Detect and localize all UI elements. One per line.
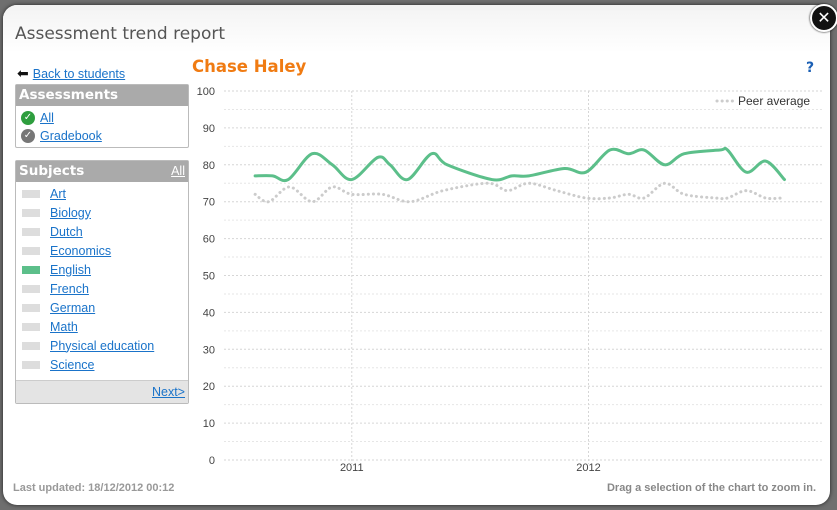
subject-item[interactable]: German xyxy=(16,298,188,317)
series-color-swatch xyxy=(22,360,40,369)
subject-label[interactable]: Art xyxy=(50,186,66,201)
subject-item[interactable]: Biology xyxy=(16,203,188,222)
student-name: Chase Haley xyxy=(192,57,307,76)
dialog-header xyxy=(3,5,830,53)
x-tick-label: 2011 xyxy=(340,462,364,474)
assessment-item-all[interactable]: ✓ All xyxy=(16,109,188,127)
subject-label[interactable]: Physical education xyxy=(50,338,155,353)
y-tick-label: 100 xyxy=(197,86,215,98)
subject-item[interactable]: French xyxy=(16,279,188,298)
series-color-swatch xyxy=(22,322,40,331)
subject-item[interactable]: Science xyxy=(16,355,188,374)
series-line-0 xyxy=(253,146,786,183)
zoom-hint: Drag a selection of the chart to zoom in… xyxy=(606,482,816,494)
subjects-panel: Subjects All Art Biology Dutch Economics Eng… xyxy=(15,160,189,404)
subject-item[interactable]: Economics xyxy=(16,241,188,260)
y-tick-label: 90 xyxy=(203,123,215,135)
subjects-title: Subjects xyxy=(19,163,85,179)
subject-list: Art Biology Dutch Economics English French Ger… xyxy=(16,182,188,380)
check-circle-icon: ✓ xyxy=(21,129,35,143)
back-label[interactable]: Back to students xyxy=(32,67,126,81)
subject-label[interactable]: Math xyxy=(50,319,78,334)
subjects-header: Subjects All xyxy=(16,161,188,182)
y-tick-label: 0 xyxy=(209,455,215,467)
assessments-header: Assessments xyxy=(16,85,188,106)
subjects-all-link[interactable]: All xyxy=(171,164,185,178)
y-tick-label: 20 xyxy=(203,381,215,393)
series-color-swatch xyxy=(22,341,40,350)
series-color-swatch xyxy=(22,189,40,198)
legend-label: Peer average xyxy=(738,94,810,108)
report-dialog: Assessment trend report ⬅ Back to student… xyxy=(3,5,830,505)
subject-label[interactable]: French xyxy=(50,281,89,296)
subject-label[interactable]: Economics xyxy=(50,243,112,258)
subject-label[interactable]: Dutch xyxy=(50,224,83,239)
subject-item[interactable]: Physical education xyxy=(16,336,188,355)
assessments-panel: Assessments ✓ All ✓ Gradebook xyxy=(15,84,189,148)
check-circle-icon: ✓ xyxy=(21,111,35,125)
y-tick-label: 10 xyxy=(203,418,215,430)
series-color-swatch xyxy=(22,227,40,236)
assessment-item-gradebook[interactable]: ✓ Gradebook xyxy=(16,127,188,145)
subject-item[interactable]: English xyxy=(16,260,188,279)
close-icon[interactable]: ✕ xyxy=(810,4,837,32)
subject-label[interactable]: Science xyxy=(50,357,95,372)
dialog-title: Assessment trend report xyxy=(15,24,226,44)
arrow-left-icon: ⬅ xyxy=(17,66,29,82)
assessment-label[interactable]: All xyxy=(40,111,54,125)
last-updated: Last updated: 18/12/2012 00:12 xyxy=(13,482,175,494)
subject-label[interactable]: Biology xyxy=(50,205,91,220)
x-tick-label: 2012 xyxy=(576,462,600,474)
y-tick-label: 70 xyxy=(203,197,215,209)
subject-label[interactable]: German xyxy=(50,300,96,315)
series-color-swatch xyxy=(22,265,40,274)
subject-item[interactable]: Art xyxy=(16,184,188,203)
subject-item[interactable]: Math xyxy=(16,317,188,336)
y-tick-label: 40 xyxy=(203,307,215,319)
assessment-label[interactable]: Gradebook xyxy=(40,129,102,143)
subject-item[interactable]: Dutch xyxy=(16,222,188,241)
series-color-swatch xyxy=(22,208,40,217)
series-color-swatch xyxy=(22,284,40,293)
y-tick-label: 50 xyxy=(203,271,215,283)
series-line-1 xyxy=(253,181,784,204)
back-to-students-link[interactable]: ⬅ Back to students xyxy=(17,66,125,82)
subjects-footer: Next> xyxy=(16,380,188,403)
help-icon[interactable]: ? xyxy=(806,60,815,76)
y-tick-label: 30 xyxy=(203,344,215,356)
subject-label[interactable]: English xyxy=(50,262,91,277)
next-page-link[interactable]: Next> xyxy=(151,385,185,399)
y-tick-label: 80 xyxy=(203,160,215,172)
y-tick-label: 60 xyxy=(203,234,215,246)
series-color-swatch xyxy=(22,246,40,255)
series-color-swatch xyxy=(22,303,40,312)
